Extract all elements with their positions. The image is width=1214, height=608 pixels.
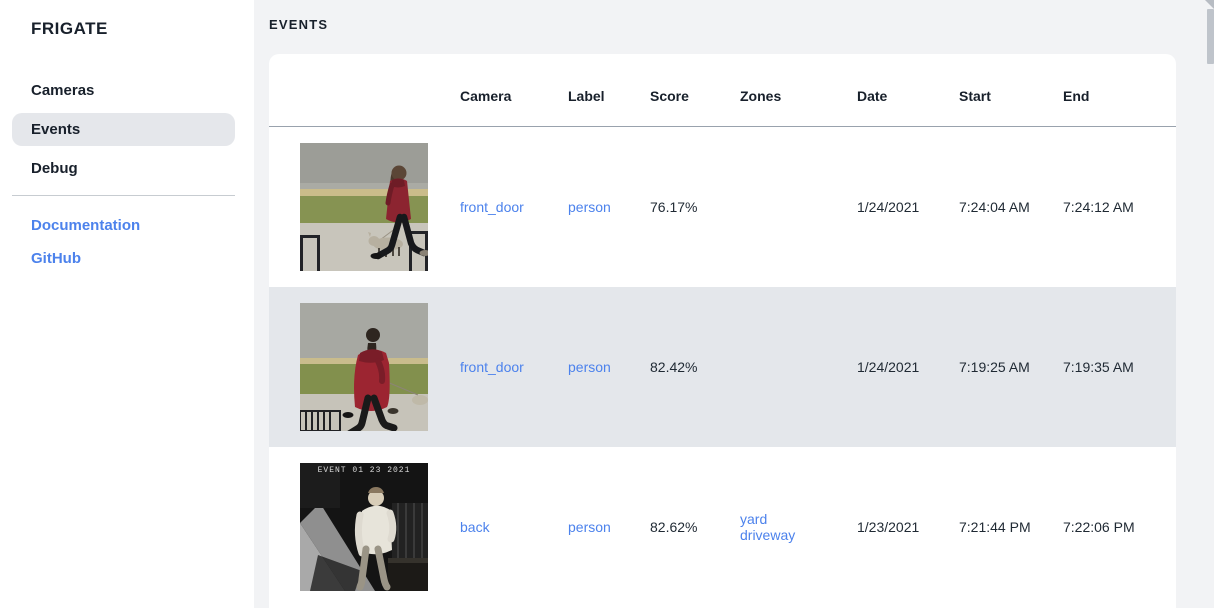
- svg-text:EVENT 01 23 2021: EVENT 01 23 2021: [318, 466, 411, 475]
